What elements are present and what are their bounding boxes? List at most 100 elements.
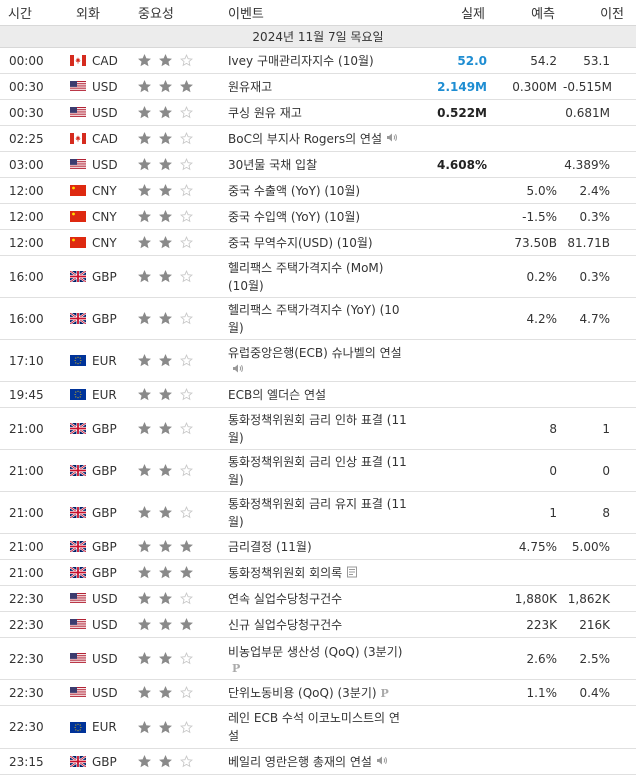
star-icon bbox=[180, 210, 193, 223]
event-name[interactable]: ECB의 엘더슨 연설 bbox=[228, 386, 413, 404]
event-name[interactable]: 중국 무역수지(USD) (10월) bbox=[228, 234, 413, 252]
header-actual[interactable]: 실제 bbox=[461, 7, 485, 22]
table-row[interactable]: 16:00 GBP 헬리팩스 주택가격지수 (YoY) (10월) 4.2% 4.7% bbox=[0, 298, 636, 340]
event-title[interactable]: 통화정책위원회 금리 유지 표결 (11월) bbox=[228, 496, 407, 529]
event-name[interactable]: 통화정책위원회 금리 유지 표결 (11월) bbox=[228, 495, 413, 531]
event-title[interactable]: 헬리팩스 주택가격지수 (MoM) (10월) bbox=[228, 260, 384, 293]
header-time[interactable]: 시간 bbox=[8, 7, 32, 22]
table-row[interactable]: 02:25 CAD BoC의 부지사 Rogers의 연설 bbox=[0, 126, 636, 152]
event-title[interactable]: 통화정책위원회 회의록 bbox=[228, 565, 343, 580]
event-name[interactable]: Ivey 구매관리자지수 (10월) bbox=[228, 52, 413, 70]
table-row[interactable]: 22:30 EUR 레인 ECB 수석 이코노미스트의 연설 bbox=[0, 706, 636, 749]
previous-value: -0.515M bbox=[563, 79, 613, 94]
event-title[interactable]: Ivey 구매관리자지수 (10월) bbox=[228, 53, 374, 68]
table-row[interactable]: 21:00 GBP 통화정책위원회 회의록 bbox=[0, 560, 636, 586]
event-title[interactable]: 30년물 국채 입찰 bbox=[228, 157, 318, 172]
table-row[interactable]: 23:15 GBP 베일리 영란은행 총재의 연설 bbox=[0, 749, 636, 775]
event-name[interactable]: 중국 수출액 (YoY) (10월) bbox=[228, 182, 413, 200]
table-row[interactable]: 16:00 GBP 헬리팩스 주택가격지수 (MoM) (10월) 0.2% 0.3% bbox=[0, 256, 636, 298]
table-row[interactable]: 12:00 CNY 중국 수입액 (YoY) (10월) -1.5% 0.3% bbox=[0, 204, 636, 230]
event-name[interactable]: 통화정책위원회 금리 인하 표결 (11월) bbox=[228, 411, 413, 447]
speaker-icon bbox=[376, 755, 388, 769]
table-row[interactable]: 00:30 USD 쿠싱 원유 재고 0.522M 0.681M bbox=[0, 100, 636, 126]
star-icon bbox=[138, 80, 151, 93]
event-title[interactable]: 중국 수입액 (YoY) (10월) bbox=[228, 209, 361, 224]
star-icon bbox=[138, 312, 151, 325]
table-row[interactable]: 21:00 GBP 통화정책위원회 금리 인하 표결 (11월) 8 1 bbox=[0, 408, 636, 450]
event-name[interactable]: 단위노동비용 (QoQ) (3분기) P bbox=[228, 684, 413, 702]
event-title[interactable]: 쿠싱 원유 재고 bbox=[228, 105, 302, 120]
event-title[interactable]: 단위노동비용 (QoQ) (3분기) bbox=[228, 685, 377, 700]
flag-ca-icon bbox=[70, 55, 86, 66]
event-title[interactable]: 신규 실업수당청구건수 bbox=[228, 617, 343, 632]
table-row[interactable]: 12:00 CNY 중국 수출액 (YoY) (10월) 5.0% 2.4% bbox=[0, 178, 636, 204]
header-event[interactable]: 이벤트 bbox=[228, 7, 264, 22]
star-icon bbox=[138, 236, 151, 249]
previous-value: 0 bbox=[602, 463, 610, 478]
star-icon bbox=[159, 652, 172, 665]
importance-stars bbox=[138, 236, 228, 249]
star-icon bbox=[159, 312, 172, 325]
event-name[interactable]: 비농업부문 생산성 (QoQ) (3분기) P bbox=[228, 643, 413, 675]
event-name[interactable]: 신규 실업수당청구건수 bbox=[228, 616, 413, 634]
event-name[interactable]: 유럽중앙은행(ECB) 슈나벨의 연설 bbox=[228, 344, 413, 377]
table-row[interactable]: 22:30 USD 신규 실업수당청구건수 223K 216K bbox=[0, 612, 636, 638]
importance-stars bbox=[138, 106, 228, 119]
event-name[interactable]: 레인 ECB 수석 이코노미스트의 연설 bbox=[228, 709, 413, 745]
table-row[interactable]: 21:00 GBP 통화정책위원회 금리 유지 표결 (11월) 1 8 bbox=[0, 492, 636, 534]
event-currency: GBP bbox=[70, 506, 138, 520]
star-icon bbox=[180, 464, 193, 477]
event-title[interactable]: 비농업부문 생산성 (QoQ) (3분기) bbox=[228, 644, 403, 659]
event-name[interactable]: 원유재고 bbox=[228, 78, 413, 96]
table-row[interactable]: 21:00 GBP 금리결정 (11월) 4.75% 5.00% bbox=[0, 534, 636, 560]
star-icon bbox=[180, 158, 193, 171]
event-title[interactable]: 통화정책위원회 금리 인하 표결 (11월) bbox=[228, 412, 407, 445]
event-name[interactable]: BoC의 부지사 Rogers의 연설 bbox=[228, 130, 413, 148]
event-title[interactable]: BoC의 부지사 Rogers의 연설 bbox=[228, 131, 383, 146]
table-row[interactable]: 12:00 CNY 중국 무역수지(USD) (10월) 73.50B 81.71B bbox=[0, 230, 636, 256]
event-title[interactable]: 통화정책위원회 금리 인상 표결 (11월) bbox=[228, 454, 407, 487]
event-name[interactable]: 베일리 영란은행 총재의 연설 bbox=[228, 753, 413, 771]
event-title[interactable]: 중국 수출액 (YoY) (10월) bbox=[228, 183, 361, 198]
event-name[interactable]: 헬리팩스 주택가격지수 (MoM) (10월) bbox=[228, 259, 413, 295]
header-previous[interactable]: 이전 bbox=[600, 7, 624, 22]
table-row[interactable]: 22:30 USD 연속 실업수당청구건수 1,880K 1,862K bbox=[0, 586, 636, 612]
previous-value: 2.5% bbox=[579, 651, 611, 666]
event-title[interactable]: 중국 무역수지(USD) (10월) bbox=[228, 235, 373, 250]
importance-stars bbox=[138, 720, 228, 734]
event-title[interactable]: 레인 ECB 수석 이코노미스트의 연설 bbox=[228, 711, 400, 743]
importance-stars bbox=[138, 80, 228, 93]
event-time: 21:00 bbox=[9, 463, 44, 478]
header-forecast[interactable]: 예측 bbox=[531, 7, 555, 22]
table-row[interactable]: 17:10 EUR 유럽중앙은행(ECB) 슈나벨의 연설 bbox=[0, 340, 636, 382]
event-name[interactable]: 쿠싱 원유 재고 bbox=[228, 104, 413, 122]
event-title[interactable]: ECB의 엘더슨 연설 bbox=[228, 387, 327, 402]
table-row[interactable]: 00:30 USD 원유재고 2.149M 0.300M -0.515M bbox=[0, 74, 636, 100]
event-name[interactable]: 통화정책위원회 회의록 bbox=[228, 564, 413, 582]
table-row[interactable]: 21:00 GBP 통화정책위원회 금리 인상 표결 (11월) 0 0 bbox=[0, 450, 636, 492]
event-title[interactable]: 유럽중앙은행(ECB) 슈나벨의 연설 bbox=[228, 346, 402, 361]
event-name[interactable]: 헬리팩스 주택가격지수 (YoY) (10월) bbox=[228, 301, 413, 337]
header-currency[interactable]: 외화 bbox=[76, 7, 100, 22]
table-row[interactable]: 19:45 EUR ECB의 엘더슨 연설 bbox=[0, 382, 636, 408]
event-currency: GBP bbox=[70, 270, 138, 284]
event-title[interactable]: 원유재고 bbox=[228, 79, 273, 94]
star-icon bbox=[159, 80, 172, 93]
event-title[interactable]: 금리결정 (11월) bbox=[228, 539, 312, 554]
table-row[interactable]: 22:30 USD 비농업부문 생산성 (QoQ) (3분기) P 2.6% 2.5% bbox=[0, 638, 636, 680]
table-row[interactable]: 03:00 USD 30년물 국채 입찰 4.608% 4.389% bbox=[0, 152, 636, 178]
event-name[interactable]: 30년물 국채 입찰 bbox=[228, 156, 413, 174]
star-icon bbox=[138, 618, 151, 631]
event-title[interactable]: 헬리팩스 주택가격지수 (YoY) (10월) bbox=[228, 302, 400, 335]
event-name[interactable]: 중국 수입액 (YoY) (10월) bbox=[228, 208, 413, 226]
event-name[interactable]: 연속 실업수당청구건수 bbox=[228, 590, 413, 608]
event-currency: USD bbox=[70, 618, 138, 632]
table-row[interactable]: 22:30 USD 단위노동비용 (QoQ) (3분기) P 1.1% 0.4% bbox=[0, 680, 636, 706]
header-importance[interactable]: 중요성 bbox=[138, 7, 174, 22]
table-row[interactable]: 00:00 CAD Ivey 구매관리자지수 (10월) 52.0 54.2 53.1 bbox=[0, 48, 636, 74]
event-name[interactable]: 금리결정 (11월) bbox=[228, 538, 413, 556]
event-title[interactable]: 베일리 영란은행 총재의 연설 bbox=[228, 754, 372, 769]
event-currency: USD bbox=[70, 106, 138, 120]
event-name[interactable]: 통화정책위원회 금리 인상 표결 (11월) bbox=[228, 453, 413, 489]
event-title[interactable]: 연속 실업수당청구건수 bbox=[228, 591, 343, 606]
